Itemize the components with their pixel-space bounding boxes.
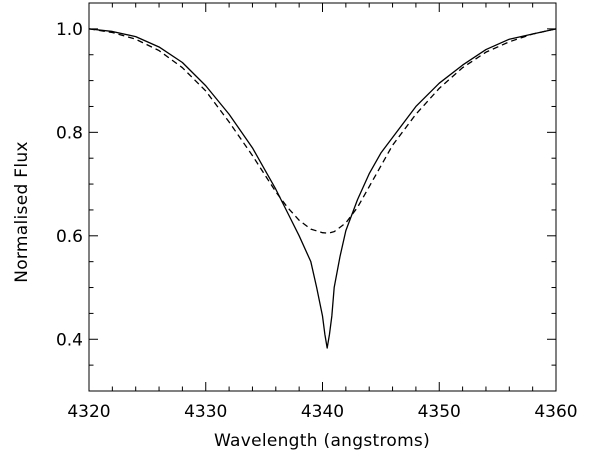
x-tick-label: 4340	[301, 402, 344, 422]
x-tick-label: 4320	[67, 402, 110, 422]
plot-frame	[88, 2, 557, 392]
y-tick-label: 1.0	[56, 20, 83, 40]
y-axis-title: Normalised Flux	[12, 141, 32, 283]
solid-series-line	[88, 28, 557, 349]
plot-layer	[88, 28, 557, 349]
x-tick-label: 4330	[184, 402, 227, 422]
x-tick-label: 4360	[534, 402, 577, 422]
dashed-series-line	[88, 28, 557, 234]
y-tick-label: 0.4	[56, 330, 83, 350]
x-axis-title: Wavelength (angstroms)	[214, 431, 430, 451]
tick-layer: 4320 4330 4340 4350 4360 0.4 0.6 0.8 1.0	[56, 2, 578, 422]
y-tick-label: 0.6	[56, 227, 83, 247]
x-tick-label: 4350	[418, 402, 461, 422]
y-tick-label: 0.8	[56, 123, 83, 143]
